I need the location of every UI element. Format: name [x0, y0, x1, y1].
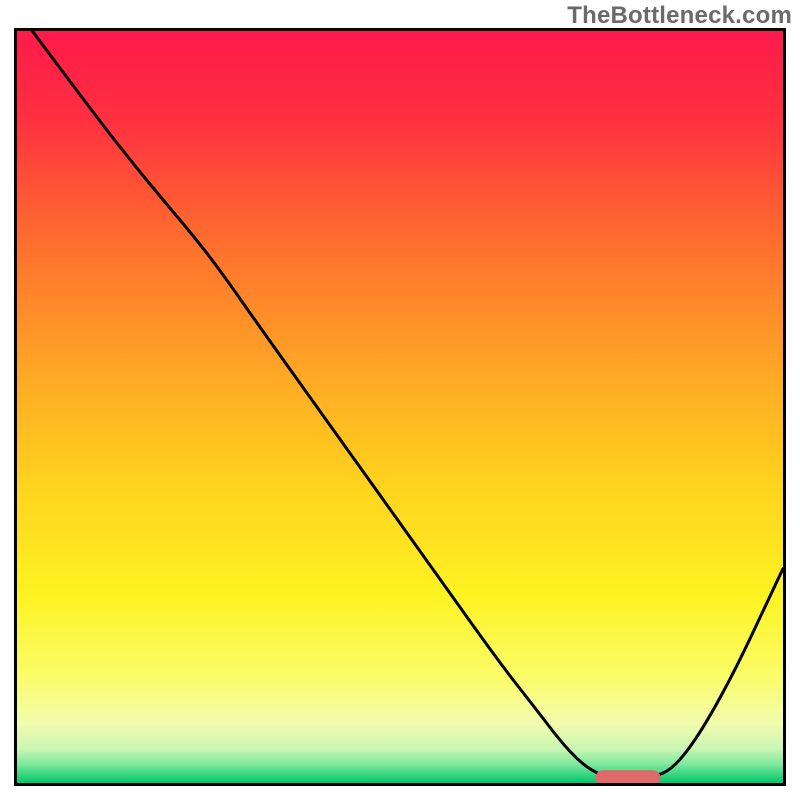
chart-background — [17, 31, 783, 783]
chart-frame: TheBottleneck.com — [0, 0, 800, 800]
optimal-marker — [595, 770, 660, 783]
chart-svg — [17, 31, 783, 783]
watermark-text: TheBottleneck.com — [567, 2, 792, 30]
plot-area — [14, 28, 786, 786]
